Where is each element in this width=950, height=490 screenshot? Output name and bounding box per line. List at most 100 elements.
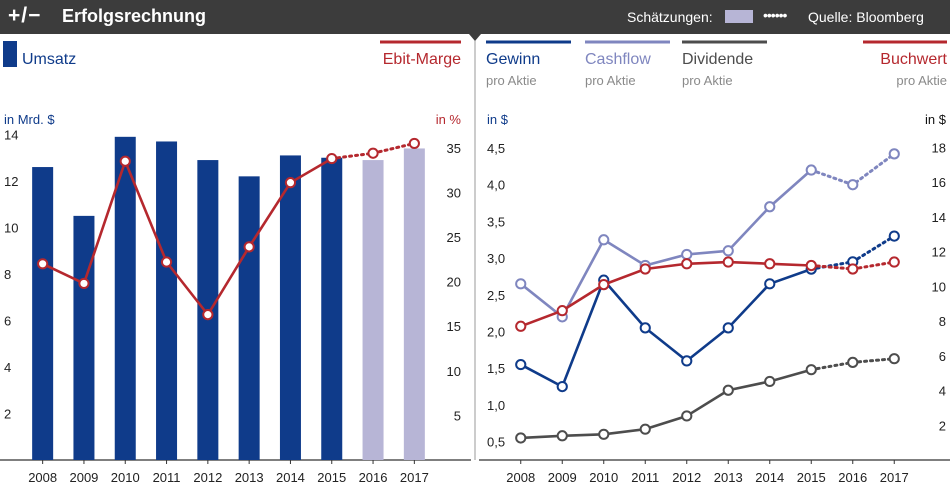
right-chart: 0,5 1,0 1,5 2,0 2,5 3,0 3,5 4,0 4,5 2 4 6 8 10 12 14 16 1… <box>479 140 950 485</box>
umsatz-bar <box>114 136 136 460</box>
estimates-swatch <box>725 10 753 23</box>
left-x-tick-label: 2012 <box>193 470 222 485</box>
gewinn-point <box>888 230 900 242</box>
dividende-point <box>722 384 734 396</box>
dividende-point <box>598 428 610 440</box>
buchwert-point <box>722 256 734 268</box>
right-y2-tick-label: 6 <box>939 349 946 364</box>
cashflow-point <box>805 164 817 176</box>
left-y2-tick-label: 15 <box>447 319 461 334</box>
buchwert-point <box>556 305 568 317</box>
legend-ebit-label: Ebit-Marge <box>383 51 461 68</box>
dividende-point <box>847 356 859 368</box>
right-y-tick-label: 3,0 <box>487 251 505 266</box>
ebit-point <box>78 277 90 290</box>
buchwert-point <box>681 258 693 270</box>
right-y-tick-label: 1,5 <box>487 361 505 376</box>
gewinn-point <box>639 322 651 334</box>
umsatz-bar <box>362 160 384 460</box>
right-y-tick-label: 0,5 <box>487 435 505 450</box>
buchwert-point <box>805 259 817 272</box>
dividende-line <box>520 368 812 440</box>
right-y2-tick-label: 2 <box>939 418 946 433</box>
right-y2-tick-label: 8 <box>939 314 946 329</box>
left-x-tick-label: 2015 <box>317 470 346 485</box>
ebit-point <box>408 137 420 150</box>
buchwert-point <box>888 256 900 268</box>
estimates-dots: •••••• <box>763 7 787 23</box>
left-y2-tick-label: 25 <box>447 230 461 245</box>
left-y-tick-label: 12 <box>4 174 18 189</box>
legend-dividende-sub: pro Aktie <box>682 73 733 88</box>
right-x-tick-label: 2012 <box>672 470 701 485</box>
dividende-point <box>764 375 776 388</box>
buchwert-point <box>598 279 610 291</box>
left-y-tick-label: 10 <box>4 221 18 236</box>
gewinn-point <box>681 355 693 367</box>
ebit-point <box>160 256 173 268</box>
right-x-tick-label: 2008 <box>506 470 535 485</box>
buchwert-point <box>847 263 859 275</box>
left-x-tick-label: 2014 <box>276 470 305 485</box>
right-y2-tick-label: 16 <box>932 175 946 190</box>
cashflow-point <box>847 179 859 191</box>
cashflow-point <box>681 248 693 261</box>
gewinn-point <box>764 278 776 290</box>
umsatz-bar <box>279 155 301 461</box>
right-y-tick-label: 4,0 <box>487 178 505 193</box>
right-x-tick-label: 2016 <box>838 470 867 485</box>
left-x-tick-label: 2008 <box>28 470 57 485</box>
left-x-tick-label: 2010 <box>111 470 140 485</box>
left-y2-tick-label: 35 <box>447 141 461 156</box>
dividende-point <box>556 430 568 442</box>
buchwert-point <box>639 263 651 275</box>
right-y-tick-label: 3,5 <box>487 214 505 229</box>
gewinn-line <box>520 267 812 388</box>
gewinn-point <box>722 322 734 334</box>
right-x-tick-label: 2014 <box>755 470 784 485</box>
right-x-tick-label: 2013 <box>714 470 743 485</box>
right-y-tick-label: 4,5 <box>487 141 505 156</box>
legend-buchwert-label: Buchwert <box>880 51 947 68</box>
cashflow-point <box>722 245 734 257</box>
umsatz-bar <box>156 141 178 460</box>
legend-umsatz-label: Umsatz <box>22 51 76 68</box>
right-y2-tick-label: 4 <box>939 384 946 399</box>
umsatz-bar <box>73 215 95 460</box>
legend-dividende-label: Dividende <box>682 51 753 68</box>
plus-minus-icon: +/− <box>8 4 42 27</box>
ebit-point <box>326 152 338 165</box>
right-y-tick-label: 2,0 <box>487 325 505 340</box>
right-y-tick-label: 1,0 <box>487 398 505 413</box>
left-y-tick-label: 6 <box>4 314 11 329</box>
legend-cashflow-sub: pro Aktie <box>585 73 636 88</box>
cashflow-line <box>519 169 813 319</box>
right-x-tick-label: 2010 <box>589 470 618 485</box>
right-y2-tick-label: 14 <box>932 210 946 225</box>
divider-notch <box>469 34 481 41</box>
header-bar: +/− Erfolgsrechnung Schätzungen: •••••• … <box>0 0 950 34</box>
ebit-point <box>243 241 255 253</box>
cashflow-point <box>515 278 527 290</box>
buchwert-line <box>520 260 812 328</box>
gewinn-point <box>515 358 527 371</box>
left-x-tick-label: 2017 <box>400 470 429 485</box>
legend-gewinn-sub: pro Aktie <box>486 73 537 88</box>
left-y2-tick-label: 5 <box>454 408 461 423</box>
umsatz-bar <box>238 176 260 460</box>
dividende-point <box>681 410 693 422</box>
legend-buchwert-sub: pro Aktie <box>896 73 947 88</box>
legend-cashflow-label: Cashflow <box>585 51 651 68</box>
gewinn-point <box>556 380 568 393</box>
ebit-point <box>367 147 379 159</box>
right-x-tick-label: 2011 <box>631 470 659 485</box>
left-y2-tick-label: 30 <box>447 185 461 200</box>
left-y2-label: in % <box>436 112 462 127</box>
umsatz-bar <box>321 157 343 460</box>
ebit-point <box>37 258 49 270</box>
dividende-point <box>515 432 527 444</box>
left-y-tick-label: 8 <box>4 267 11 282</box>
umsatz-bar <box>32 167 54 461</box>
left-chart: 2 4 6 8 10 12 14 5 10 15 20 25 30 35 2008 2009 2010 2011 2… <box>0 128 471 485</box>
right-y2-tick-label: 18 <box>932 140 946 155</box>
